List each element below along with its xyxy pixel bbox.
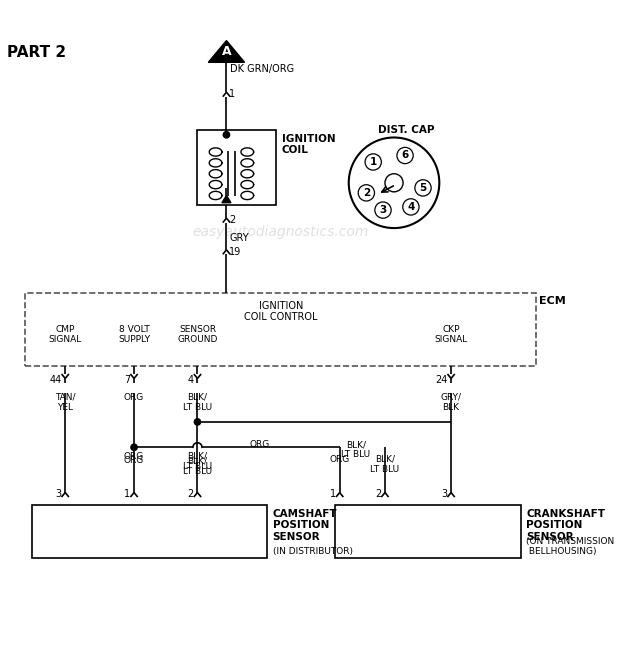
Text: BLK/
LT BLU: BLK/ LT BLU bbox=[341, 440, 371, 460]
Text: ORG: ORG bbox=[124, 456, 144, 465]
Text: 5: 5 bbox=[420, 183, 426, 193]
Circle shape bbox=[403, 199, 419, 215]
Text: CMP
SIGNAL: CMP SIGNAL bbox=[49, 325, 82, 344]
Text: BLK/
LT BLU: BLK/ LT BLU bbox=[183, 452, 212, 471]
Text: 3: 3 bbox=[379, 205, 387, 215]
Circle shape bbox=[397, 148, 413, 164]
Text: GRY/
BLK: GRY/ BLK bbox=[441, 393, 462, 412]
Text: 2: 2 bbox=[188, 489, 194, 499]
Text: ORG: ORG bbox=[329, 454, 350, 463]
Bar bbox=[198, 130, 276, 205]
Circle shape bbox=[375, 202, 391, 218]
Text: 7: 7 bbox=[124, 375, 130, 385]
Polygon shape bbox=[208, 40, 245, 62]
Text: easyautodiagnostics.com: easyautodiagnostics.com bbox=[193, 225, 369, 239]
Circle shape bbox=[194, 419, 201, 425]
Text: 3: 3 bbox=[56, 489, 62, 499]
Text: 3: 3 bbox=[441, 489, 447, 499]
Text: CAMSHAFT
POSITION
SENSOR: CAMSHAFT POSITION SENSOR bbox=[273, 509, 337, 542]
Text: ECM: ECM bbox=[539, 296, 565, 306]
Text: 24: 24 bbox=[435, 375, 447, 385]
Circle shape bbox=[131, 444, 137, 450]
Text: CRANKSHAFT
POSITION
SENSOR: CRANKSHAFT POSITION SENSOR bbox=[527, 509, 605, 542]
Circle shape bbox=[358, 185, 375, 201]
Text: BLK/
LT BLU: BLK/ LT BLU bbox=[183, 456, 212, 476]
Text: DK GRN/ORG: DK GRN/ORG bbox=[230, 64, 294, 74]
Text: 2: 2 bbox=[363, 188, 370, 198]
Text: 6: 6 bbox=[402, 151, 408, 161]
Text: IGNITION
COIL: IGNITION COIL bbox=[282, 134, 336, 155]
Text: 4: 4 bbox=[407, 202, 415, 212]
Text: 1: 1 bbox=[370, 157, 377, 167]
Text: 1: 1 bbox=[229, 89, 235, 99]
Text: CKP
SIGNAL: CKP SIGNAL bbox=[434, 325, 468, 344]
Text: ORG: ORG bbox=[250, 440, 269, 449]
Text: DIST. CAP: DIST. CAP bbox=[378, 125, 434, 135]
Text: ORG: ORG bbox=[124, 393, 144, 402]
Circle shape bbox=[385, 174, 403, 192]
Bar bbox=[335, 505, 521, 558]
Text: 2: 2 bbox=[375, 489, 381, 499]
Text: 8 VOLT
SUPPLY: 8 VOLT SUPPLY bbox=[118, 325, 150, 344]
Text: 1: 1 bbox=[124, 489, 130, 499]
Circle shape bbox=[365, 154, 381, 170]
Text: 2: 2 bbox=[229, 215, 235, 225]
Text: (ON TRANSMISSION
 BELLHOUSING): (ON TRANSMISSION BELLHOUSING) bbox=[527, 537, 614, 556]
Text: IGNITION
COIL CONTROL: IGNITION COIL CONTROL bbox=[244, 300, 318, 322]
Text: ORG: ORG bbox=[124, 452, 144, 461]
Text: 19: 19 bbox=[229, 246, 242, 257]
Circle shape bbox=[415, 180, 431, 196]
Text: GRY: GRY bbox=[229, 233, 249, 242]
Circle shape bbox=[349, 138, 439, 228]
Circle shape bbox=[223, 131, 230, 138]
Text: TAN/
YEL: TAN/ YEL bbox=[55, 393, 75, 412]
Polygon shape bbox=[222, 196, 231, 203]
Text: (IN DISTRIBUTOR): (IN DISTRIBUTOR) bbox=[273, 547, 353, 556]
Text: SENSOR
GROUND: SENSOR GROUND bbox=[177, 325, 218, 344]
Text: A: A bbox=[222, 44, 231, 57]
Text: 1: 1 bbox=[330, 489, 336, 499]
Text: 44: 44 bbox=[49, 375, 62, 385]
Text: BLK/
LT BLU: BLK/ LT BLU bbox=[183, 393, 212, 412]
Text: BLK/
LT BLU: BLK/ LT BLU bbox=[370, 454, 399, 474]
Bar bbox=[25, 293, 536, 366]
Bar bbox=[32, 505, 267, 558]
Text: PART 2: PART 2 bbox=[7, 45, 66, 60]
Text: 4: 4 bbox=[188, 375, 194, 385]
